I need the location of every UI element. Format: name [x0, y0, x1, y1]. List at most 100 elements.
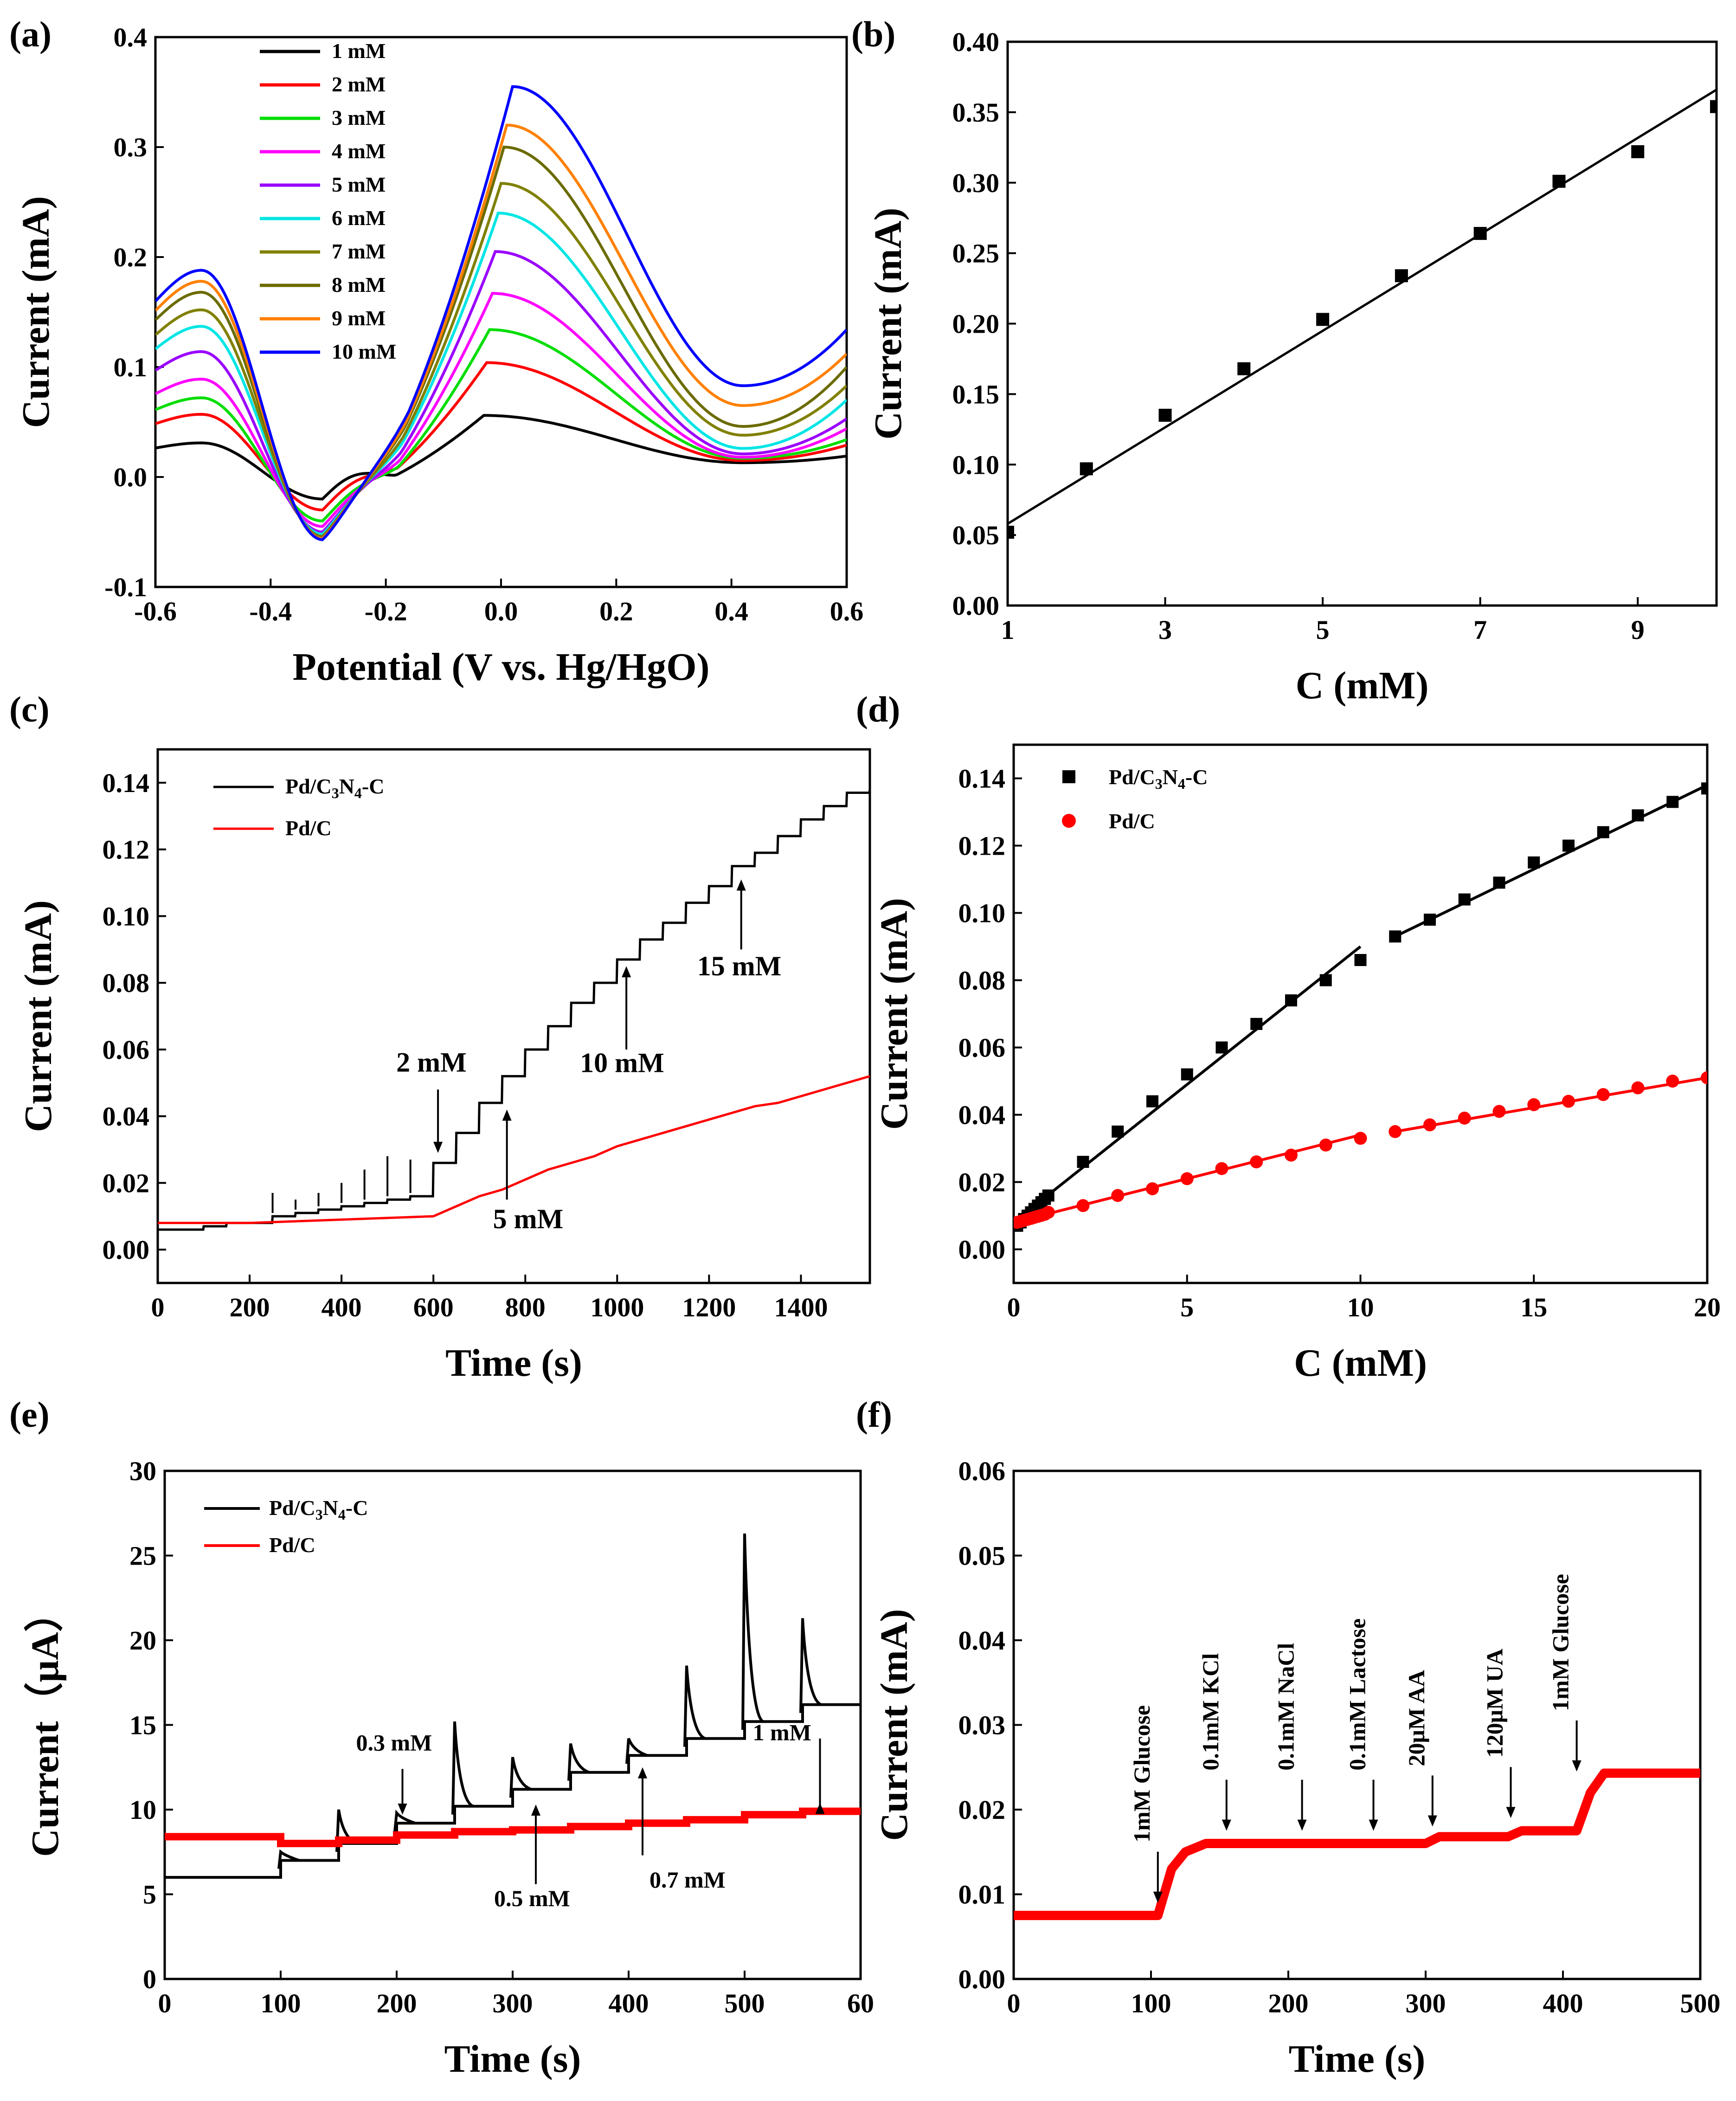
x-tick-label: 500: [1680, 1988, 1721, 2018]
series-line-pd-c3n4-c: [158, 789, 870, 1231]
data-point: [1181, 1068, 1193, 1081]
x-tick-label: 400: [1543, 1988, 1583, 2018]
panel-label: (a): [9, 14, 51, 54]
y-tick-label: 0.02: [958, 1795, 1006, 1825]
y-tick-label: 0.04: [958, 1625, 1006, 1656]
x-axis-title: Potential (V vs. Hg/HgO): [292, 645, 709, 689]
fit-line: [1008, 89, 1717, 525]
plot-frame: [156, 748, 871, 1284]
data-point: [1395, 269, 1408, 283]
y-tick-label: 0.20: [952, 309, 1000, 339]
x-tick-label: 0: [151, 1292, 165, 1322]
x-axis-title: Time (s): [445, 1341, 582, 1385]
fit-line: [1394, 784, 1707, 938]
y-tick-label: 0.12: [103, 835, 150, 865]
annotation: 5 mM: [493, 1204, 564, 1234]
series-line-pd-c: [165, 1807, 861, 1847]
data-point: [1042, 1189, 1054, 1202]
series-line-current: [1014, 1768, 1700, 1921]
x-tick-label: 200: [1268, 1988, 1309, 2018]
data-point: [1666, 1075, 1679, 1088]
data-point: [1596, 1088, 1610, 1101]
y-axis-title: Current (mA): [867, 208, 910, 440]
data-point: [1424, 914, 1436, 926]
panel-label: (c): [9, 689, 50, 729]
arrow-0-1mm-nacl: [1297, 1779, 1307, 1831]
y-tick-label: 0.3: [114, 132, 148, 162]
data-point: [1237, 362, 1251, 375]
current-spike: [741, 1533, 764, 1730]
data-point: [1354, 954, 1367, 966]
current-spike: [799, 1618, 822, 1713]
y-tick-label: 0.15: [952, 379, 1000, 409]
legend-label: Pd/C3N4-C: [1109, 765, 1208, 792]
legend-label: Pd/C3N4-C: [269, 1496, 368, 1523]
current-spike: [451, 1721, 474, 1815]
panel-label: (e): [9, 1394, 50, 1435]
data-point: [1250, 1155, 1263, 1168]
y-tick-label: 0.06: [958, 1456, 1006, 1486]
data-point: [1632, 809, 1644, 822]
series-line-7-mm: [155, 182, 847, 538]
y-tick-label: 0.14: [103, 768, 150, 798]
legend-label: 4 mM: [332, 139, 386, 163]
y-tick-label: 0.35: [952, 97, 1000, 128]
legend-label: Pd/C: [1109, 809, 1155, 833]
plot-frame: [1006, 40, 1718, 607]
x-tick-label: 100: [261, 1988, 301, 2018]
annotation: 20μM AA: [1403, 1670, 1429, 1766]
series-line-8-mm: [155, 145, 847, 539]
legend-label: 3 mM: [332, 106, 386, 129]
x-tick-label: 60: [847, 1988, 874, 2018]
y-tick-label: -0.1: [104, 572, 147, 602]
data-point: [1080, 462, 1093, 476]
arrow-0-5mm: [531, 1805, 540, 1884]
legend-label: 9 mM: [332, 306, 386, 330]
arrow-0-7mm: [638, 1767, 647, 1856]
plot-frame: [154, 36, 848, 588]
panel-b: (b) 1 3 5 7 9 0.00 0.05 0.10 0.15 0.20 0.25 0.30 0.35…: [851, 14, 1718, 707]
y-tick-label: 0.40: [952, 27, 1000, 57]
annotation: 0.3 mM: [356, 1729, 432, 1755]
data-point: [1562, 1095, 1575, 1108]
legend-marker: [1062, 770, 1075, 783]
x-tick-label: 800: [505, 1292, 546, 1322]
data-point: [1710, 100, 1717, 113]
panel-label: (b): [851, 14, 895, 54]
legend-label: 5 mM: [332, 173, 386, 196]
series-line-pd-c: [158, 1075, 870, 1225]
x-tick-label: 0: [1007, 1988, 1021, 2018]
x-tick-label: 0.0: [484, 596, 518, 626]
panel-a: (a) -0.6 -0.4 -0.2 0.0 0.2 0.4 0.6 -0.1 0.0 0.1 0.2…: [9, 14, 863, 689]
data-point: [1631, 145, 1645, 158]
y-tick-label: 0.00: [958, 1235, 1006, 1265]
x-tick-label: 0: [158, 1988, 172, 2018]
data-point: [1076, 1199, 1090, 1212]
data-point: [1008, 526, 1014, 539]
y-axis-title: Current (mA): [873, 1609, 916, 1841]
data-point: [1215, 1041, 1228, 1054]
y-tick-label: 0.2: [114, 242, 148, 272]
data-point: [1215, 1162, 1228, 1175]
data-point: [1112, 1125, 1124, 1138]
x-tick-label: 7: [1473, 615, 1487, 645]
x-tick-label: -0.6: [134, 596, 177, 626]
annotation: 0.5 mM: [494, 1885, 570, 1911]
y-tick-label: 0.00: [103, 1235, 150, 1265]
y-tick-label: 0.12: [958, 831, 1006, 861]
arrow-15mm: [736, 879, 746, 950]
y-tick-label: 0.10: [952, 450, 1000, 480]
data-point: [1111, 1189, 1125, 1202]
legend-label: Pd/C: [269, 1533, 315, 1557]
x-tick-label: 3: [1158, 615, 1172, 645]
annotation: 0.1mM Lactose: [1344, 1618, 1370, 1771]
y-tick-label: 0.06: [103, 1035, 150, 1065]
series-line-pd-c3n4-c: [165, 1703, 861, 1879]
y-tick-label: 0.02: [103, 1168, 150, 1198]
x-tick-label: 5: [1180, 1292, 1194, 1322]
y-tick-label: 25: [129, 1541, 156, 1571]
data-point: [1701, 1071, 1707, 1084]
data-point: [1077, 1156, 1089, 1168]
